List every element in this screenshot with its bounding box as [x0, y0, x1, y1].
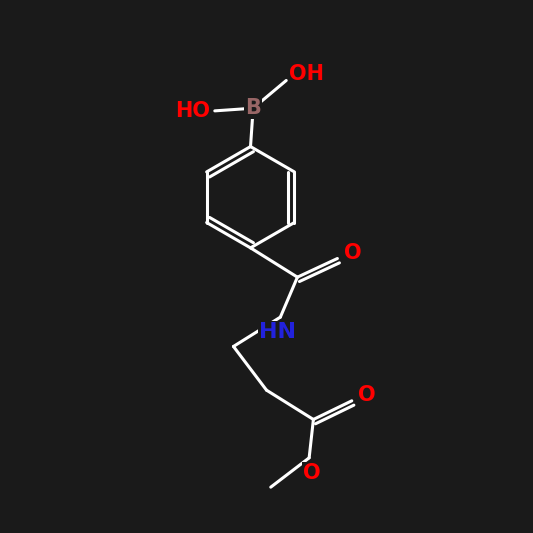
Text: B: B	[245, 98, 261, 118]
Text: HN: HN	[259, 322, 296, 342]
Text: OH: OH	[289, 64, 324, 84]
Text: O: O	[343, 243, 361, 263]
Text: HO: HO	[175, 101, 210, 121]
Text: O: O	[303, 463, 321, 483]
Text: O: O	[358, 385, 376, 406]
